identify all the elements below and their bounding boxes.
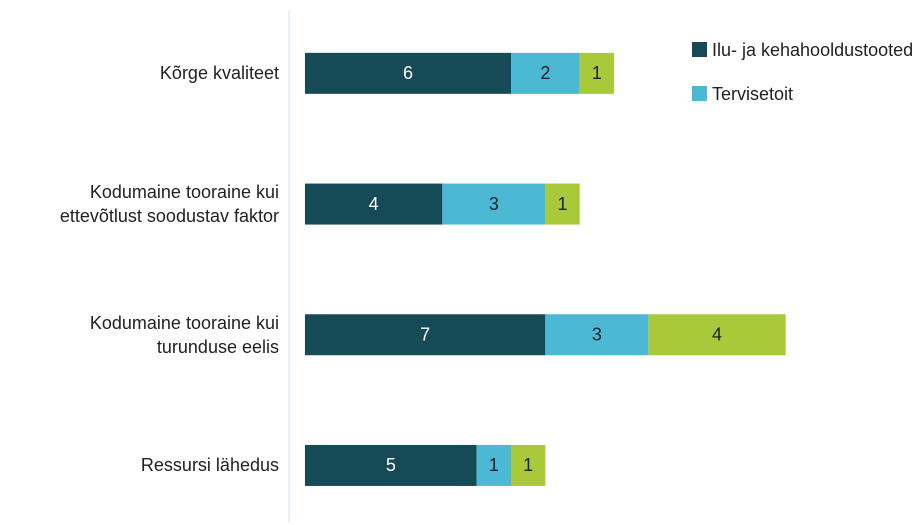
data-label: 1 xyxy=(557,194,567,214)
data-label: 2 xyxy=(540,63,550,83)
bar-segment xyxy=(305,183,443,225)
data-label: 4 xyxy=(712,325,722,345)
bar-segment xyxy=(511,444,546,486)
data-label: 3 xyxy=(592,325,602,345)
bar-segment xyxy=(476,444,511,486)
bar-segment xyxy=(305,314,546,356)
legend-label: Ilu- ja kehahooldustooted xyxy=(712,40,914,60)
data-label: 1 xyxy=(592,63,602,83)
category-label: Kodumaine tooraine kui ettevõtlust soodu… xyxy=(59,182,279,227)
data-label: 6 xyxy=(403,63,413,83)
bar-segment xyxy=(511,52,580,94)
data-label: 1 xyxy=(523,455,533,475)
data-label: 1 xyxy=(489,455,499,475)
bar-segment xyxy=(545,314,649,356)
bar-segment xyxy=(305,444,477,486)
legend-label: Tervisetoit xyxy=(712,84,794,104)
bar-segment xyxy=(579,52,614,94)
legend-swatch xyxy=(692,86,707,101)
category-label: Kodumaine tooraine kui turunduse eelis xyxy=(89,312,279,357)
bar-segment xyxy=(648,314,786,356)
category-label: Ressursi lähedus xyxy=(140,455,279,476)
legend-swatch xyxy=(692,42,707,57)
data-label: 3 xyxy=(489,194,499,214)
data-label: 4 xyxy=(369,194,379,214)
data-label: 7 xyxy=(420,325,430,345)
bar-segment xyxy=(442,183,546,225)
category-label: Kõrge kvaliteet xyxy=(159,63,279,84)
bar-segment xyxy=(305,52,511,94)
bar-segment xyxy=(545,183,580,225)
data-label: 5 xyxy=(386,455,396,475)
